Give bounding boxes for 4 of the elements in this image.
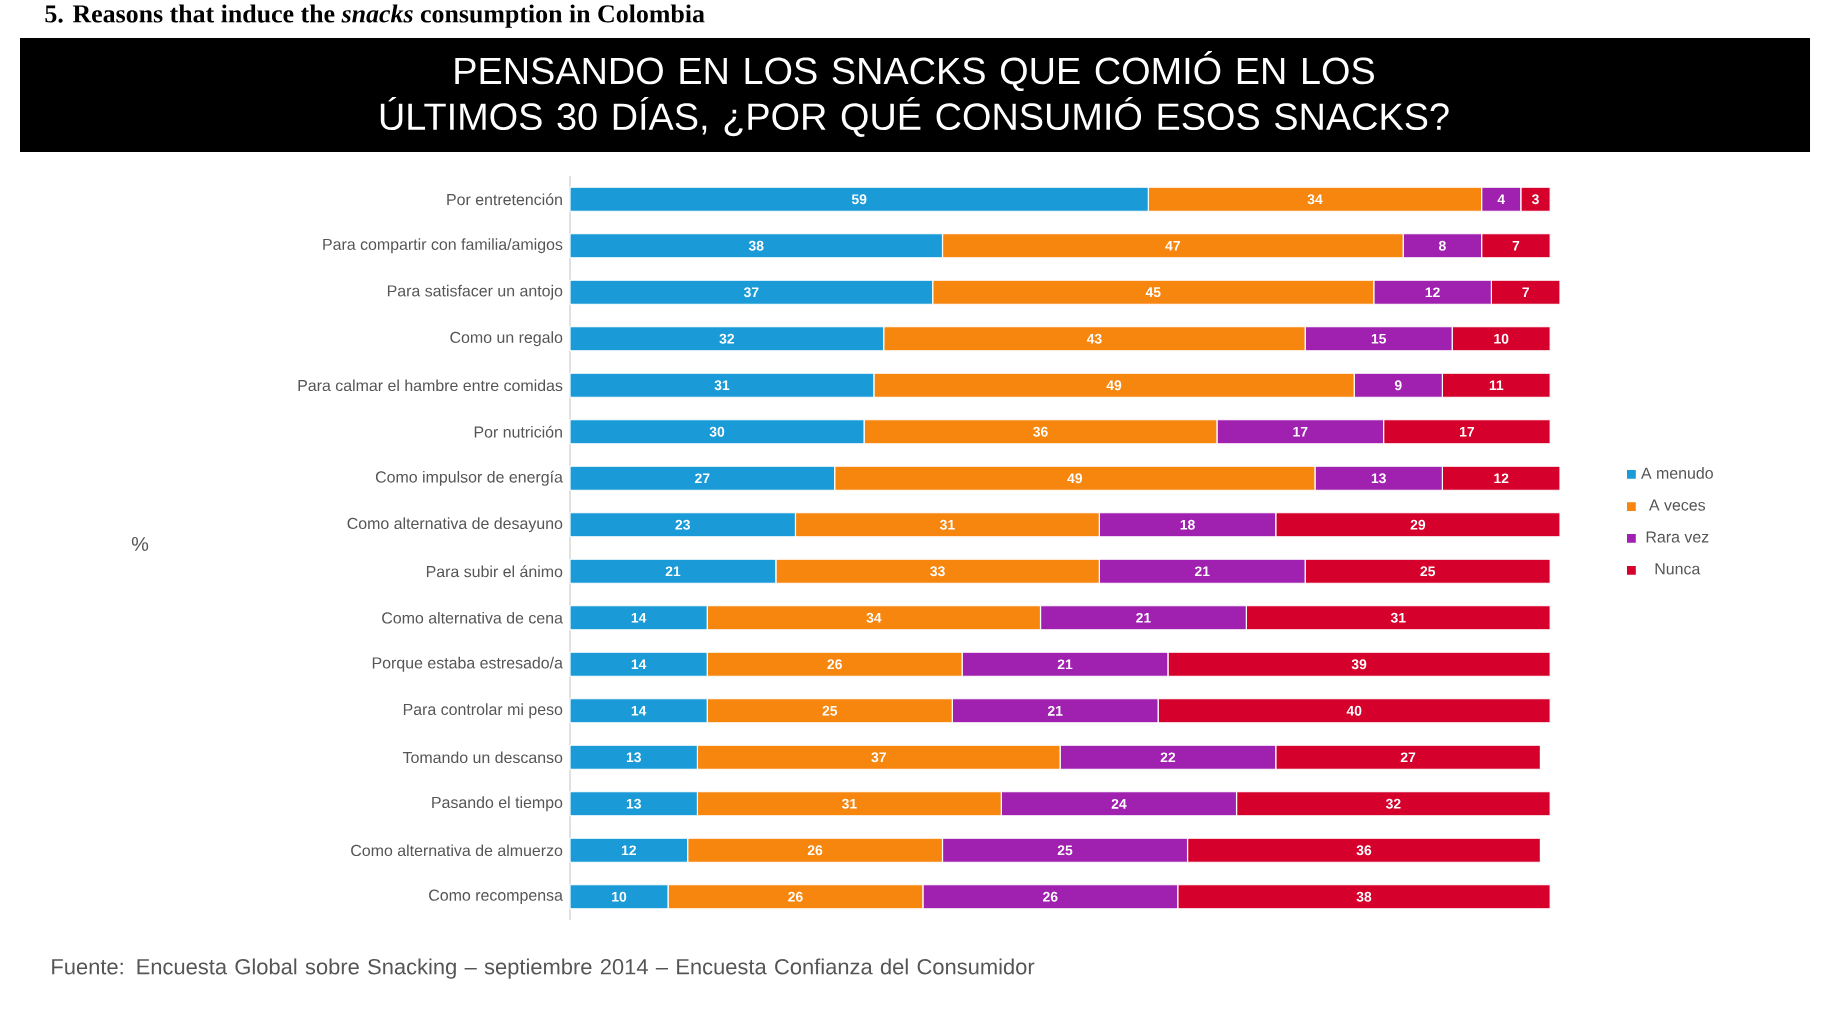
chart-title: PENSANDO EN LOS SNACKS QUE COMIÓ EN LOS ÚLTIMOS 30 DÍAS, ¿POR QUÉ CONSUMIÓ ESOS SNACKS? [380,51,1449,137]
source-note: Fuente: Encuesta Global sobre Snacking – septiembre 2014 – Encuesta Confianza del Consumidor [52,958,1035,979]
text: % [131,537,149,551]
text: 5. Reasons that induce the snacks consumption in Colombia [45,4,705,28]
